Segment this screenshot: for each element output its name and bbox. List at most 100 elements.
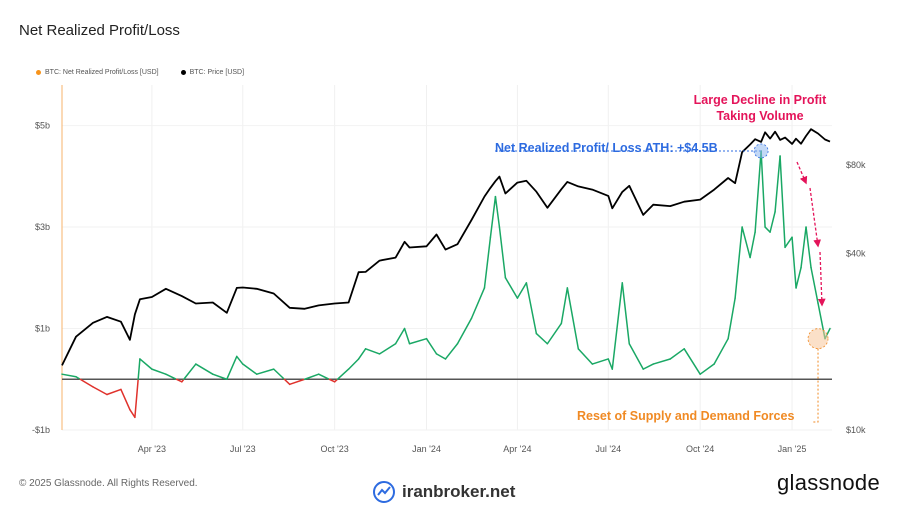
axes-group: Apr '23 Jul '23 Oct '23 Jan '24 Apr '24 Jul '…: [32, 85, 866, 454]
y-right-tick-label: $10k: [846, 425, 866, 435]
profit-segment: [347, 358, 360, 370]
profit-segment: [546, 322, 563, 345]
profit-segment: [764, 226, 771, 233]
ath-marker: [753, 143, 769, 159]
profit-segment: [378, 343, 397, 355]
y-right-tick-label: $40k: [846, 248, 866, 258]
profit-segment: [435, 353, 447, 360]
profit-segment: [516, 282, 528, 299]
profit-segment: [408, 337, 428, 345]
legend-label-profit-loss: BTC: Net Realized Profit/Loss [USD]: [45, 69, 159, 76]
profit-segment: [800, 226, 807, 269]
profit-segment: [272, 368, 286, 381]
reset-marker: [807, 328, 829, 350]
x-tick-label: Jul '23: [230, 444, 256, 454]
profit-segment: [498, 226, 507, 279]
brand-logo: glassnode: [777, 470, 880, 495]
profit-segment: [336, 368, 350, 381]
profit-segment: [75, 375, 81, 381]
y-left-tick-label: $1b: [35, 324, 50, 334]
profit-segment: [760, 150, 766, 228]
profit-segment: [195, 363, 214, 375]
profit-segment: [456, 317, 473, 345]
profit-segment: [242, 363, 258, 375]
series-group: [61, 128, 831, 419]
decline-arrow-2: [809, 187, 822, 248]
annotation-reset: Reset of Supply and Demand Forces: [577, 409, 794, 423]
profit-segment: [137, 358, 141, 381]
profit-segment: [795, 266, 802, 289]
chart-title: Net Realized Profit/Loss: [19, 22, 180, 39]
y-left-tick-label: $3b: [35, 222, 50, 232]
profit-segment: [779, 155, 786, 249]
loss-segment: [79, 378, 94, 388]
x-tick-label: Apr '24: [503, 444, 531, 454]
profit-segment: [652, 358, 671, 365]
profit-segment: [713, 337, 729, 365]
legend-dot-black: [180, 70, 186, 75]
profit-segment: [805, 226, 812, 269]
annotation-decline-line2: Taking Volume: [716, 109, 803, 123]
profit-segment: [183, 363, 197, 381]
loss-segment: [134, 378, 139, 419]
watermark-text: iranbroker.net: [402, 482, 516, 501]
profit-segment: [151, 368, 167, 375]
profit-segment: [357, 348, 367, 360]
x-tick-label: Jul '24: [595, 444, 621, 454]
profit-segment: [525, 282, 538, 335]
profit-segment: [226, 355, 238, 381]
profit-segment: [642, 363, 654, 370]
profit-segment: [236, 355, 244, 365]
profit-segment: [425, 337, 438, 355]
profit-segment: [61, 373, 77, 378]
profit-segment: [734, 226, 743, 299]
annotation-ath: Net Realized Profit/ Loss ATH: +$4.5B: [495, 141, 718, 155]
profit-segment: [769, 211, 776, 233]
profit-segment: [255, 368, 275, 375]
copyright: © 2025 Glassnode. All Rights Reserved.: [19, 478, 198, 489]
loss-segment: [283, 378, 291, 386]
profit-segment: [303, 373, 320, 381]
profit-segment: [494, 195, 501, 228]
profit-segment: [784, 236, 793, 249]
legend: BTC: Net Realized Profit/Loss [USD] BTC:…: [36, 69, 244, 76]
decline-arrow-3: [817, 251, 826, 307]
legend-label-price: BTC: Price [USD]: [189, 69, 245, 76]
loss-segment: [175, 378, 183, 383]
profit-segment: [591, 358, 610, 365]
profit-segment: [535, 332, 549, 345]
profit-segment: [489, 195, 497, 238]
y-left-tick-label: $5b: [35, 121, 50, 131]
legend-item-profit-loss[interactable]: BTC: Net Realized Profit/Loss [USD]: [36, 69, 159, 76]
profit-segment: [741, 226, 751, 259]
annotations-group: Large Decline in Profit Taking Volume Ne…: [495, 93, 829, 423]
profit-segment: [669, 348, 685, 360]
y-left-tick-label: -$1b: [32, 425, 50, 435]
legend-dot-orange: [36, 70, 41, 75]
x-tick-label: Jan '24: [412, 444, 441, 454]
profit-segment: [364, 348, 381, 355]
profit-segment: [504, 277, 519, 299]
loss-segment: [120, 388, 131, 411]
profit-segment: [628, 343, 644, 370]
x-tick-label: Jan '25: [778, 444, 807, 454]
legend-item-price[interactable]: BTC: Price [USD]: [180, 69, 245, 76]
decline-arrow-1: [796, 161, 808, 185]
y-right-tick-label: $80k: [846, 160, 866, 170]
loss-segment: [328, 378, 336, 383]
loss-segment: [106, 388, 122, 396]
watermark-logo-icon: [373, 481, 395, 503]
x-tick-label: Apr '23: [138, 444, 166, 454]
profit-segment: [394, 327, 406, 345]
watermark: iranbroker.net: [372, 480, 515, 504]
profit-segment: [444, 343, 459, 360]
loss-segment: [288, 378, 306, 386]
profit-segment: [577, 348, 594, 365]
profit-segment: [212, 373, 228, 381]
price-line: [61, 128, 831, 366]
profit-segment: [611, 282, 624, 370]
profit-segment: [727, 297, 736, 340]
profit-segment: [754, 150, 762, 233]
profit-segment: [560, 287, 569, 325]
